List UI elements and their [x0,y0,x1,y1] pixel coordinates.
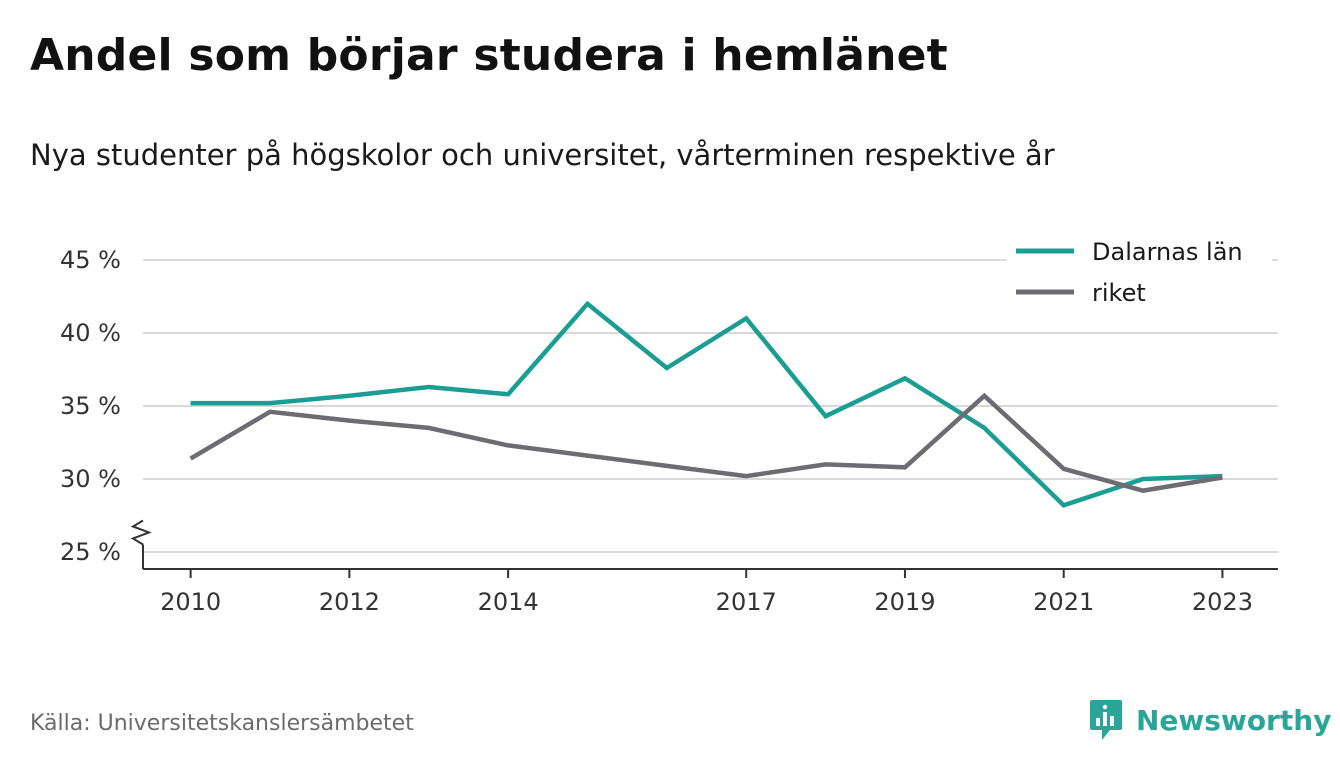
newsworthy-logo-icon [1090,700,1122,740]
legend-label: riket [1092,279,1146,307]
x-tick-label: 2023 [1192,588,1253,616]
x-tick-label: 2014 [478,588,539,616]
x-tick-label: 2010 [160,588,221,616]
chart-subtitle: Nya studenter på högskolor och universit… [30,138,1055,172]
axes [130,519,1278,570]
y-tick-label: 45 % [60,246,121,274]
brand-name: Newsworthy [1136,703,1332,737]
y-tick-label: 35 % [60,392,121,420]
x-tick-label: 2019 [874,588,935,616]
y-tick-label: 30 % [60,465,121,493]
x-axis-ticks: 2010 2012 2014 2017 2019 2021 2023 [160,569,1253,616]
series-lines [189,300,1223,508]
series-line-dalarnas-l-n [190,300,1223,508]
x-tick-label: 2012 [319,588,380,616]
line-chart: 25 %30 %35 %40 %45 % 2010 2012 2014 2017 201… [60,232,1278,616]
brand-logo: Newsworthy [1088,698,1331,742]
y-tick-label: 25 % [60,538,121,566]
x-tick-label: 2017 [716,588,777,616]
legend-label: Dalarnas län [1092,238,1243,266]
chart-title: Andel som börjar studera i hemlänet [30,30,948,81]
y-tick-label: 40 % [60,319,121,347]
y-axis-break-marker [130,519,152,546]
legend: Dalarnas län riket [1007,232,1272,322]
legend-background [1007,232,1272,322]
y-axis-ticks: 25 % 30 % 35 % 40 % 45 % [60,246,121,566]
source-note: Källa: Universitetskanslersämbetet [30,711,414,736]
series-line-riket [189,392,1223,494]
x-tick-label: 2021 [1033,588,1094,616]
